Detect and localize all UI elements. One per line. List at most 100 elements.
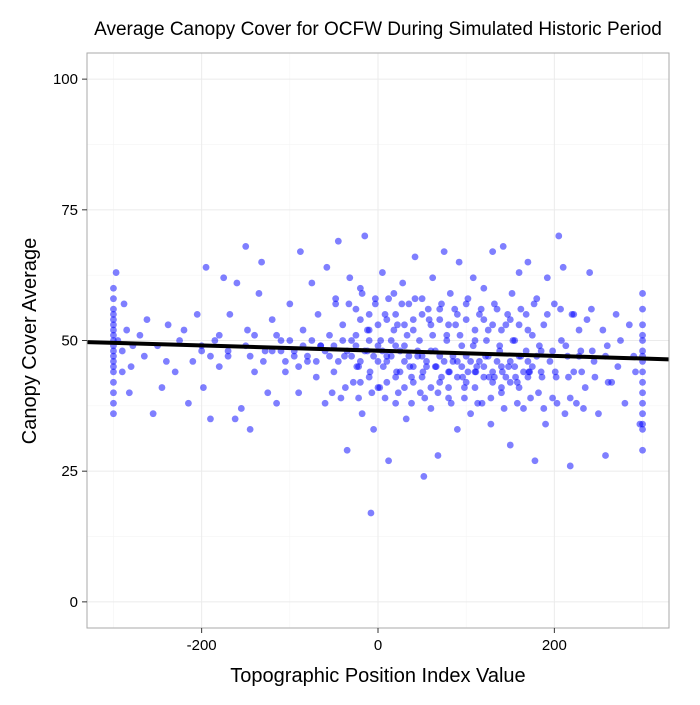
data-point xyxy=(434,452,442,459)
data-point xyxy=(436,378,444,386)
data-point xyxy=(540,405,548,412)
data-point xyxy=(358,410,366,418)
data-point xyxy=(462,378,470,386)
data-point xyxy=(370,425,377,433)
data-point xyxy=(530,300,538,308)
data-point xyxy=(352,331,360,339)
data-point xyxy=(515,321,523,329)
data-point xyxy=(599,326,607,334)
data-point xyxy=(483,337,490,344)
data-point xyxy=(273,399,280,407)
data-point xyxy=(603,342,611,350)
data-point xyxy=(540,321,548,329)
data-point xyxy=(504,310,512,318)
data-point xyxy=(405,300,413,308)
data-point xyxy=(524,258,532,266)
data-point xyxy=(499,243,507,250)
data-point xyxy=(418,310,426,318)
data-point xyxy=(352,342,360,350)
data-point xyxy=(353,363,361,371)
data-point xyxy=(110,352,117,360)
data-point xyxy=(304,352,311,360)
data-point xyxy=(562,342,570,350)
data-point xyxy=(498,384,505,391)
data-point xyxy=(110,331,117,339)
data-point xyxy=(158,384,166,391)
data-point xyxy=(459,373,467,381)
data-point xyxy=(485,373,493,381)
data-point xyxy=(215,363,223,371)
data-point xyxy=(558,337,565,344)
y-tick-label: 50 xyxy=(61,333,78,350)
data-point xyxy=(588,305,595,313)
data-point xyxy=(251,368,258,376)
data-point xyxy=(423,358,430,365)
data-point xyxy=(421,394,429,402)
data-point xyxy=(456,331,464,339)
data-point xyxy=(392,373,400,381)
data-point xyxy=(110,295,117,303)
y-tick-label: 25 xyxy=(61,463,78,480)
data-point xyxy=(348,352,355,360)
data-point xyxy=(464,295,472,303)
data-point xyxy=(381,310,389,318)
data-point xyxy=(538,373,546,381)
data-point xyxy=(531,457,539,465)
data-point xyxy=(446,290,454,297)
data-point xyxy=(506,441,514,449)
data-point xyxy=(528,363,536,371)
data-point xyxy=(453,310,461,318)
data-point xyxy=(180,326,188,334)
data-point xyxy=(418,352,426,360)
data-point xyxy=(447,399,455,407)
data-point xyxy=(341,384,349,391)
data-point xyxy=(387,352,395,360)
data-point xyxy=(570,368,578,376)
data-point xyxy=(374,342,382,350)
trend-line xyxy=(86,340,670,362)
data-point xyxy=(480,373,488,381)
data-point xyxy=(120,300,128,308)
data-point xyxy=(469,342,477,350)
data-point xyxy=(244,326,251,334)
data-point xyxy=(123,326,131,334)
data-point xyxy=(246,352,254,360)
data-point xyxy=(639,331,646,339)
data-point xyxy=(392,399,400,407)
data-point xyxy=(451,305,459,313)
data-point xyxy=(365,337,373,344)
data-point xyxy=(427,384,435,391)
data-point xyxy=(443,337,451,344)
data-point xyxy=(277,337,285,344)
data-point xyxy=(110,399,117,407)
data-point xyxy=(580,405,587,412)
data-point xyxy=(473,363,481,371)
data-point xyxy=(394,389,402,397)
data-point xyxy=(393,368,400,376)
data-point xyxy=(446,368,453,376)
data-point xyxy=(343,446,351,454)
data-point xyxy=(314,310,322,318)
data-point xyxy=(524,326,532,334)
data-point xyxy=(224,347,232,355)
data-point xyxy=(506,358,514,365)
data-point xyxy=(427,321,435,329)
data-point xyxy=(352,305,360,313)
data-point xyxy=(411,295,419,303)
data-point xyxy=(326,352,333,360)
y-tick-label: 0 xyxy=(70,594,78,611)
data-point xyxy=(550,300,558,308)
data-point xyxy=(496,342,504,350)
data-point xyxy=(502,321,510,329)
data-point xyxy=(525,368,533,376)
data-point xyxy=(561,410,569,418)
data-point xyxy=(383,378,391,386)
data-point xyxy=(429,331,437,339)
data-point xyxy=(474,399,482,407)
data-point xyxy=(472,368,480,376)
data-point xyxy=(461,394,468,402)
data-point xyxy=(290,352,298,360)
data-point xyxy=(639,425,646,433)
data-point xyxy=(334,237,342,245)
x-axis-title: Topographic Position Index Value xyxy=(230,665,525,687)
